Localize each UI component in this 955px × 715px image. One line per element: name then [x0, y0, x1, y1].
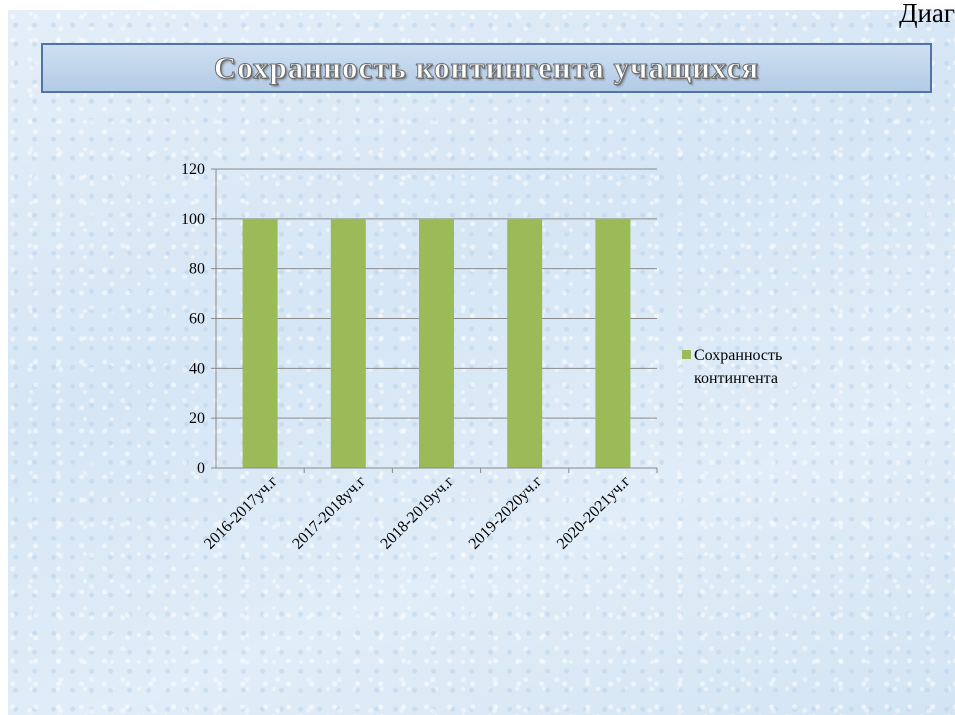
y-tick-label-120: 120: [181, 161, 205, 178]
axes: [215, 169, 658, 473]
title-banner: Сохранность контингента учащихся: [41, 43, 932, 93]
x-tick-label-2: 2017-2018уч.г: [289, 472, 369, 552]
x-tick-label-4: 2019-2020уч.г: [466, 472, 546, 552]
bar-5: [595, 218, 631, 468]
bar-4: [507, 218, 543, 468]
x-tick-label-3: 2018-2019уч.г: [377, 472, 457, 552]
legend-swatch: [682, 350, 691, 359]
y-tick-label-0: 0: [197, 460, 205, 477]
y-tick-label-100: 100: [181, 211, 205, 228]
bar-3: [419, 218, 454, 468]
y-tick-label-80: 80: [189, 261, 205, 278]
x-tick-labels: 2016-2017уч.г 2017-2018уч.г 2018-2019уч.г 2…: [201, 472, 634, 552]
legend-label-line-1: Сохранность: [694, 347, 782, 364]
chart-title: Сохранность контингента учащихся: [213, 50, 760, 86]
slide-corner-text: Диаг: [899, 0, 955, 28]
slide-background: Диаг: [8, 0, 955, 715]
x-tick-label-1: 2016-2017уч.г: [201, 472, 281, 552]
y-tick-label-20: 20: [189, 410, 205, 427]
legend: Сохранность контингента: [682, 347, 782, 387]
bar-1: [242, 218, 278, 468]
bars: [242, 218, 631, 468]
y-tick-label-60: 60: [189, 311, 205, 328]
legend-label-line-2: контингента: [694, 370, 778, 387]
x-tick-label-5: 2020-2021уч.г: [554, 472, 634, 552]
y-tick-label-40: 40: [189, 360, 205, 377]
y-tick-labels: 0 20 40 60 80 100 120: [181, 161, 205, 477]
bar-2: [330, 218, 366, 468]
